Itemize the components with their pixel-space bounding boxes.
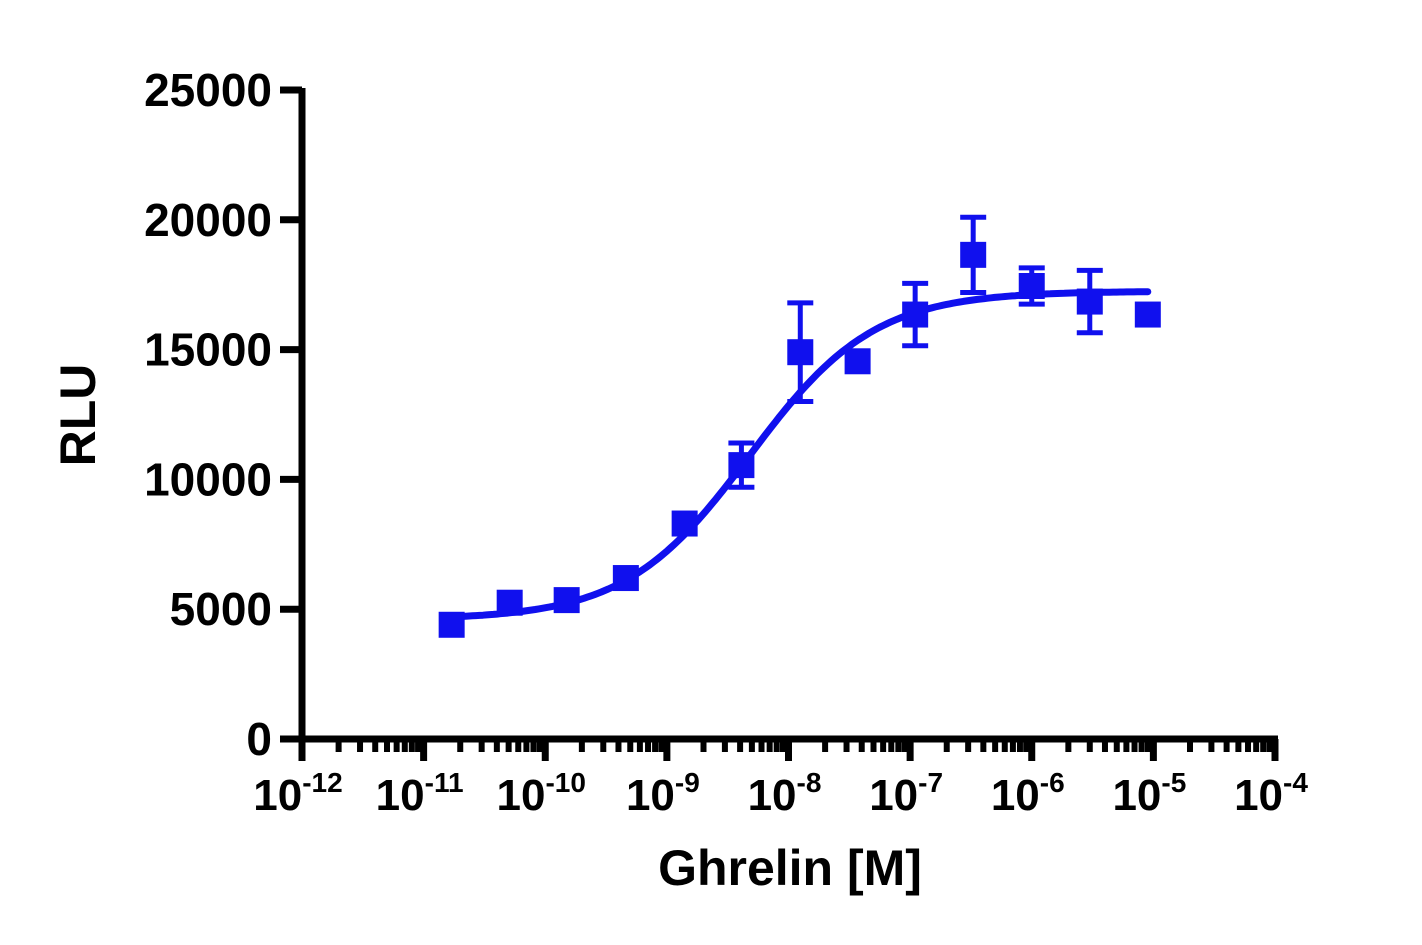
x-tick-label: 10-4	[1234, 767, 1308, 820]
data-point	[1076, 288, 1103, 315]
data-point	[612, 565, 639, 592]
y-tick-label: 20000	[144, 194, 272, 246]
y-tick-label: 25000	[144, 64, 272, 116]
data-point	[671, 510, 698, 537]
y-tick-label: 10000	[144, 453, 272, 505]
data-point	[787, 339, 814, 366]
x-tick-label: 10-6	[991, 767, 1065, 820]
x-axis-title: Ghrelin [M]	[658, 840, 922, 896]
data-point	[438, 611, 465, 638]
x-tick-label: 10-11	[376, 767, 464, 820]
y-tick-label: 0	[246, 713, 272, 765]
labels-layer: Ghrelin [M] RLU	[50, 364, 922, 896]
data-points-layer	[438, 214, 1161, 638]
x-tick-label: 10-9	[626, 767, 700, 820]
x-tick-label: 10-5	[1112, 767, 1186, 820]
data-point	[496, 589, 523, 616]
data-point	[1018, 272, 1045, 299]
y-tick-label: 15000	[144, 324, 272, 376]
data-point	[902, 301, 929, 328]
y-axis-title: RLU	[50, 364, 106, 467]
x-tick-label: 10-10	[497, 767, 586, 820]
data-point	[1134, 301, 1161, 328]
axes: 0 5000 10000 15000 20000 25000 10-12 10-11 10-10…	[144, 64, 1308, 820]
data-point	[960, 241, 987, 268]
data-point	[844, 348, 871, 375]
y-tick-label: 5000	[170, 583, 272, 635]
data-point	[553, 587, 580, 614]
data-point	[728, 452, 755, 479]
x-tick-label: 10-8	[748, 767, 822, 820]
x-tick-label: 10-12	[253, 767, 342, 820]
x-tick-label: 10-7	[869, 767, 943, 820]
